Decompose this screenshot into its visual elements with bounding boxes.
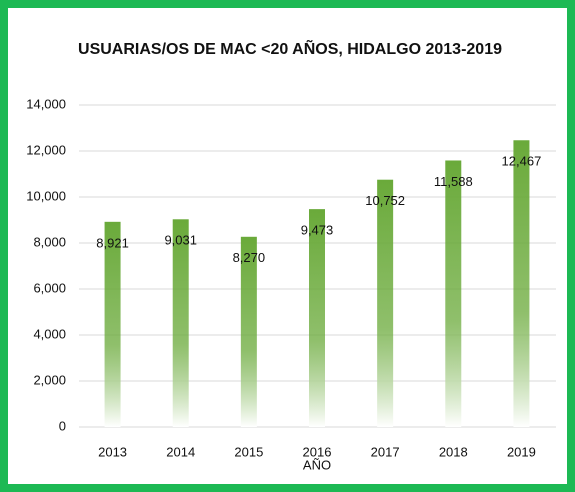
x-tick-label: 2013	[98, 444, 127, 459]
data-label: 8,921	[96, 235, 129, 250]
x-tick-label: 2018	[439, 444, 468, 459]
data-label: 9,473	[301, 223, 334, 238]
y-tick-label: 6,000	[33, 280, 66, 295]
x-tick-label: 2016	[303, 444, 332, 459]
y-tick-label: 12,000	[26, 142, 66, 157]
data-label: 10,752	[365, 193, 405, 208]
bar	[104, 221, 121, 427]
data-label: 11,588	[434, 174, 473, 189]
y-tick-label: 14,000	[26, 96, 66, 111]
x-tick-label: 2015	[234, 444, 263, 459]
x-axis-label: AÑO	[303, 457, 331, 472]
y-tick-label: 4,000	[33, 326, 66, 341]
x-tick-label: 2019	[507, 444, 536, 459]
bar	[309, 209, 325, 427]
x-tick-label: 2017	[371, 444, 400, 459]
y-tick-label: 10,000	[26, 188, 66, 203]
bar	[377, 179, 394, 427]
bar	[240, 236, 257, 427]
y-tick-label: 0	[59, 418, 66, 433]
x-tick-label: 2014	[166, 444, 195, 459]
data-label: 9,031	[164, 233, 197, 248]
data-label: 12,467	[502, 154, 542, 169]
data-label: 8,270	[233, 250, 266, 265]
bar	[513, 140, 530, 427]
chart-title: USUARIAS/OS DE MAC <20 AÑOS, HIDALGO 201…	[78, 38, 502, 58]
y-tick-label: 2,000	[33, 372, 66, 387]
bar	[172, 219, 189, 427]
bar	[445, 160, 462, 427]
y-tick-label: 8,000	[33, 234, 66, 249]
